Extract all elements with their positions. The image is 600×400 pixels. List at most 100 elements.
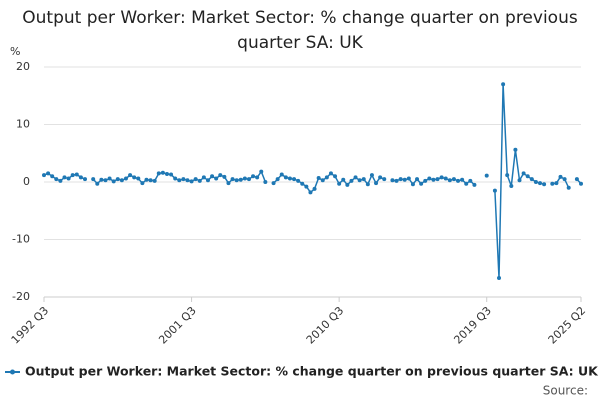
point bbox=[185, 178, 190, 183]
y-axis-label: % bbox=[10, 45, 20, 58]
x-tick-label: 2001 Q3 bbox=[156, 304, 199, 347]
point bbox=[365, 182, 370, 187]
point bbox=[538, 181, 543, 186]
point bbox=[390, 178, 395, 183]
point bbox=[550, 181, 555, 186]
point bbox=[263, 180, 268, 184]
point bbox=[201, 175, 206, 180]
point bbox=[579, 181, 583, 186]
point bbox=[115, 177, 120, 182]
point bbox=[119, 178, 124, 183]
point bbox=[505, 173, 510, 178]
point bbox=[345, 182, 350, 187]
point bbox=[300, 181, 305, 186]
x-tick-label: 2019 Q3 bbox=[451, 304, 494, 347]
legend-marker bbox=[10, 369, 15, 375]
point bbox=[70, 173, 75, 178]
point bbox=[144, 177, 149, 182]
point bbox=[328, 171, 333, 176]
point bbox=[259, 169, 264, 174]
point bbox=[111, 179, 116, 184]
point bbox=[226, 181, 231, 186]
point bbox=[128, 173, 133, 178]
point bbox=[402, 177, 407, 182]
series-line bbox=[43, 84, 582, 279]
point bbox=[542, 182, 547, 187]
point bbox=[521, 171, 526, 176]
point bbox=[492, 188, 497, 193]
point bbox=[341, 177, 346, 182]
point bbox=[443, 176, 448, 181]
y-tick-label: -10 bbox=[12, 233, 30, 246]
point bbox=[99, 177, 104, 182]
point bbox=[574, 177, 579, 182]
point bbox=[517, 178, 522, 183]
point bbox=[410, 182, 415, 187]
point bbox=[275, 177, 280, 182]
point bbox=[415, 177, 420, 182]
legend-label: Output per Worker: Market Sector: % chan… bbox=[25, 364, 599, 379]
point bbox=[316, 175, 321, 180]
point bbox=[123, 176, 128, 181]
point bbox=[558, 174, 563, 179]
point bbox=[152, 178, 157, 183]
point bbox=[324, 175, 329, 180]
point bbox=[136, 176, 141, 181]
point bbox=[419, 181, 424, 186]
chart-title: Output per Worker: Market Sector: % chan… bbox=[22, 8, 578, 53]
point bbox=[423, 178, 428, 183]
point bbox=[533, 180, 538, 184]
point bbox=[95, 181, 100, 186]
point bbox=[374, 181, 379, 186]
point bbox=[468, 178, 473, 183]
point bbox=[369, 173, 374, 178]
point bbox=[398, 177, 403, 182]
point bbox=[333, 174, 338, 179]
point bbox=[107, 176, 112, 181]
point bbox=[464, 181, 469, 186]
point bbox=[58, 178, 63, 183]
point bbox=[140, 181, 145, 186]
point bbox=[156, 171, 161, 176]
point bbox=[501, 82, 506, 87]
y-tick-label: 20 bbox=[16, 60, 30, 73]
point bbox=[296, 178, 301, 183]
point bbox=[382, 177, 387, 182]
point bbox=[234, 178, 239, 183]
point bbox=[484, 173, 489, 178]
point bbox=[447, 178, 452, 183]
point bbox=[160, 170, 165, 175]
y-tick-label: -20 bbox=[12, 290, 30, 303]
point bbox=[406, 176, 411, 181]
point bbox=[509, 184, 514, 189]
point bbox=[103, 178, 108, 183]
point bbox=[181, 177, 186, 182]
point bbox=[271, 181, 276, 186]
point bbox=[66, 176, 71, 181]
point bbox=[427, 176, 432, 181]
point bbox=[394, 178, 399, 183]
x-tick-label: 2010 Q3 bbox=[304, 304, 347, 347]
point bbox=[169, 172, 174, 177]
point bbox=[562, 177, 567, 182]
point bbox=[78, 175, 83, 180]
point bbox=[91, 177, 96, 182]
point bbox=[218, 173, 223, 178]
point bbox=[238, 177, 243, 182]
point bbox=[513, 147, 518, 152]
point bbox=[189, 179, 194, 184]
point bbox=[42, 173, 46, 178]
point bbox=[193, 177, 198, 182]
point bbox=[148, 178, 153, 183]
point bbox=[173, 176, 178, 181]
point bbox=[205, 178, 210, 183]
point bbox=[292, 177, 297, 182]
point bbox=[378, 175, 383, 180]
point bbox=[242, 176, 247, 181]
point bbox=[74, 172, 79, 177]
source-label: Source: bbox=[543, 384, 588, 398]
y-tick-label: 10 bbox=[16, 118, 30, 131]
point bbox=[435, 177, 440, 182]
point bbox=[197, 178, 202, 183]
